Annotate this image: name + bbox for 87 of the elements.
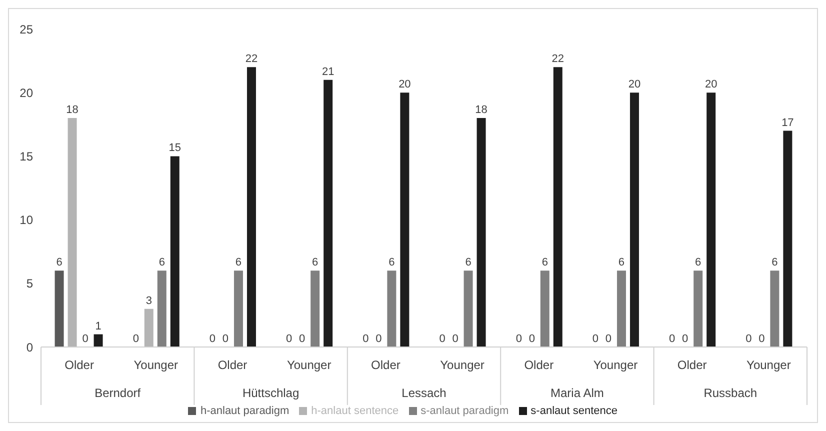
y-tick-label: 10	[20, 213, 34, 228]
bar	[54, 270, 64, 347]
bar	[68, 118, 77, 347]
data-label: 0	[516, 332, 522, 345]
y-tick-label: 5	[26, 276, 34, 291]
data-label: 18	[66, 104, 78, 116]
bar	[476, 118, 486, 347]
bar	[387, 270, 396, 347]
y-tick-label: 15	[20, 149, 34, 164]
data-label: 0	[222, 332, 229, 345]
data-label: 0	[299, 332, 306, 345]
legend-label: h-anlaut sentence	[311, 405, 399, 417]
data-label: 20	[628, 78, 641, 91]
data-label: 6	[56, 256, 62, 269]
bar	[246, 67, 256, 347]
x-tick-label: Older	[524, 358, 554, 372]
data-label: 17	[782, 116, 794, 129]
data-label: 6	[542, 256, 548, 269]
data-label: 20	[398, 78, 411, 91]
x-tick-label: Older	[677, 358, 707, 372]
x-tick-label: Older	[64, 358, 94, 372]
bar	[783, 130, 792, 347]
data-label: 0	[592, 332, 599, 345]
bar	[630, 92, 639, 347]
bar	[770, 270, 780, 347]
x-tick-label: Older	[371, 358, 400, 372]
x-tick-label: Younger	[286, 358, 332, 372]
data-label: 0	[82, 332, 88, 345]
legend-label: h-anlaut paradigm	[200, 405, 290, 417]
data-label: 0	[439, 332, 446, 345]
x-tick-label: Younger	[134, 358, 178, 372]
data-label: 22	[245, 53, 258, 66]
y-tick-label: 25	[20, 22, 34, 36]
legend-label: s-anlaut sentence	[530, 405, 618, 417]
bar	[144, 308, 154, 347]
bar	[324, 80, 333, 347]
data-label: 0	[682, 332, 688, 345]
data-label: 20	[704, 78, 718, 91]
data-label: 18	[475, 104, 488, 116]
data-label: 0	[528, 332, 535, 345]
data-label: 0	[746, 332, 752, 345]
bar	[94, 334, 103, 347]
data-label: 22	[552, 53, 564, 66]
data-label: 6	[772, 256, 778, 269]
data-label: 0	[209, 332, 216, 345]
data-label: 6	[618, 256, 625, 269]
bar	[706, 92, 716, 347]
data-label: 6	[312, 256, 318, 269]
x-tick-label: Younger	[593, 358, 638, 372]
data-label: 6	[465, 256, 472, 269]
data-label: 6	[235, 256, 242, 269]
data-label: 0	[758, 332, 765, 345]
text: Lessach	[402, 386, 446, 400]
bar	[694, 270, 703, 347]
x-tick-label: Younger	[746, 358, 791, 372]
data-label: 1	[95, 320, 102, 332]
data-label: 0	[362, 332, 369, 345]
data-label: 21	[322, 66, 334, 78]
data-label: 0	[286, 332, 292, 345]
data-label: 6	[158, 256, 165, 269]
x-tick-label: Younger	[440, 358, 484, 372]
text: Russbach	[704, 386, 758, 400]
data-label: 6	[695, 256, 702, 269]
bar	[157, 270, 166, 347]
bar	[553, 67, 562, 347]
data-label: 15	[168, 142, 182, 154]
data-label: 0	[132, 332, 139, 345]
bar	[170, 156, 180, 347]
bar	[464, 270, 473, 347]
data-label: 0	[452, 332, 458, 345]
x-tick-label: Older	[218, 358, 248, 372]
text: Maria Alm	[550, 386, 604, 400]
bar	[540, 270, 550, 347]
data-label: 0	[669, 332, 676, 345]
y-tick-label: 20	[20, 86, 34, 100]
bar	[234, 270, 243, 347]
text: Berndorf	[94, 386, 142, 400]
bar	[310, 270, 320, 347]
bar	[616, 270, 626, 347]
data-label: 0	[605, 332, 612, 345]
legend-label: s-anlaut paradigm	[420, 405, 509, 417]
data-label: 6	[388, 256, 395, 269]
data-label: 3	[146, 294, 152, 307]
y-tick-label: 0	[26, 340, 34, 354]
text: Hüttschlag	[242, 386, 300, 400]
bar	[400, 92, 410, 347]
data-label: 0	[376, 332, 382, 345]
